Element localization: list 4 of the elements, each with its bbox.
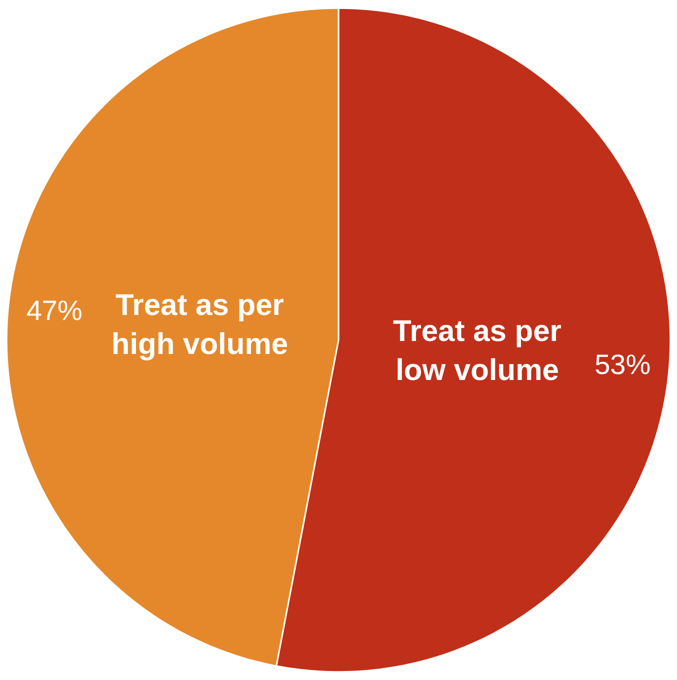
data-label: 47%: [26, 295, 82, 326]
slice-label: Treat as per low volume: [393, 315, 562, 388]
slice-label: Treat as per high volume: [111, 288, 288, 361]
data-label: 53%: [594, 348, 651, 380]
